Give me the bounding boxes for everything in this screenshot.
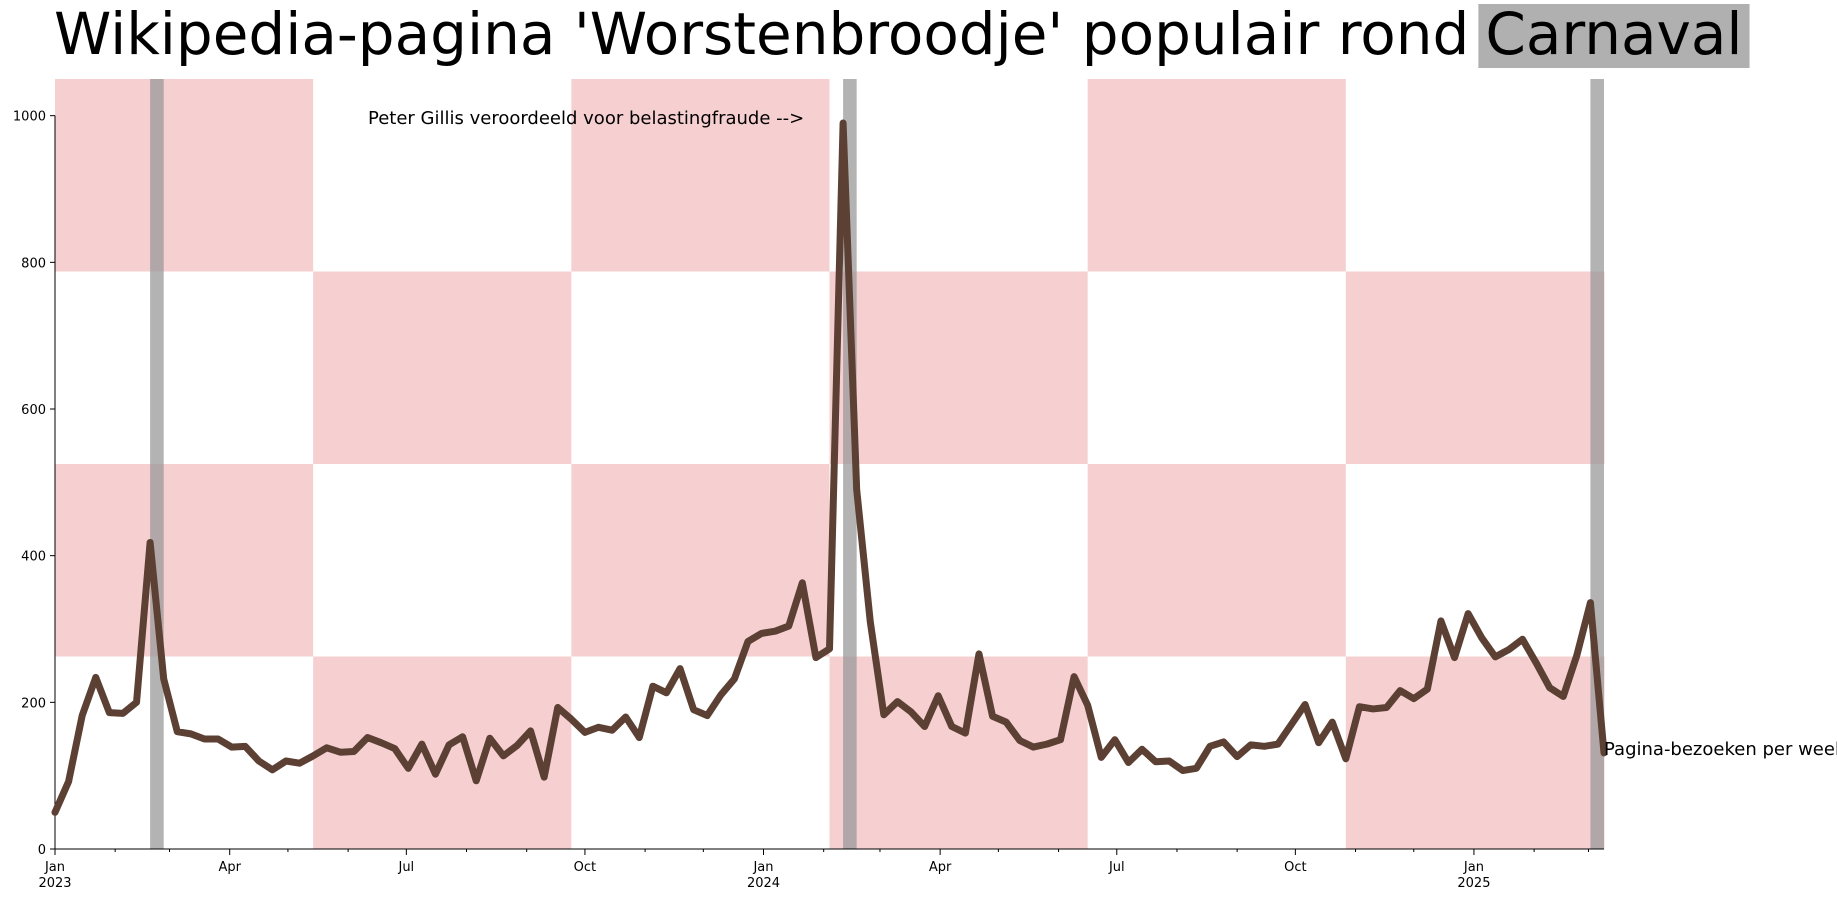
y-tick-label: 400 [21,550,46,565]
y-tick-label: 600 [21,403,46,418]
x-tick-year-label: 2023 [38,876,71,891]
title-highlight-background [1478,4,1750,68]
x-tick-label: Jul [1108,860,1125,875]
background-tile [313,79,572,272]
x-tick-label: Jan [1463,860,1484,875]
y-tick-label: 200 [21,696,46,711]
background-tile [1345,656,1605,850]
background-tile [571,656,830,850]
x-tick-year-label: 2024 [747,876,780,891]
background-tile [571,271,830,465]
background-tile [829,271,1089,465]
background-tile [313,271,572,465]
series-layer [51,119,1608,816]
y-ticks: 0 200 400 600 800 1000 [13,110,55,858]
background-tile [829,79,1089,272]
y-tick-label: 0 [38,843,46,858]
background-tile [829,656,1089,850]
background-tile [1345,79,1605,272]
x-tick-year-label: 2025 [1457,876,1490,891]
annotation-text: Peter Gillis veroordeeld voor belastingf… [368,108,804,129]
y-tick-label: 800 [21,256,46,271]
background-tile [1087,464,1347,657]
chart-title: Wikipedia-pagina 'Worstenbroodje' popula… [54,0,1750,68]
background-tile [313,464,572,657]
background-tile [1087,79,1347,272]
background-tile [55,271,314,465]
title-highlight-text: Carnaval [1485,0,1742,68]
carnival-band [150,79,164,849]
x-tick-label: Apr [218,860,241,875]
title-main-text: Wikipedia-pagina 'Worstenbroodje' popula… [54,0,1469,68]
x-tick-label: Jan [44,860,65,875]
series-end-label: Pagina-bezoeken per week [1604,739,1837,760]
x-tick-label: Oct [1284,860,1306,875]
x-tick-label: Apr [929,860,952,875]
background-tile [1087,271,1347,465]
background-tile [55,464,314,657]
checkered-background [55,79,1605,850]
x-tick-label: Oct [574,860,596,875]
x-tick-label: Jul [397,860,414,875]
background-tile [55,79,314,272]
x-tick-label: Jan [752,860,773,875]
background-tile [571,79,830,272]
series-line-pagina-bezoeken [51,119,1608,816]
background-tile [1087,656,1347,850]
background-tile [1345,271,1605,465]
y-tick-label: 1000 [13,110,46,125]
